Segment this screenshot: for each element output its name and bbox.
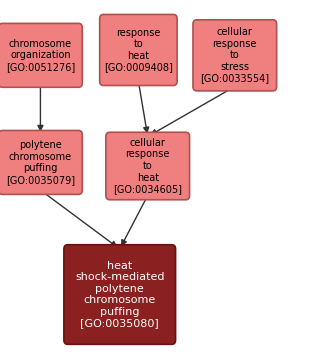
Text: heat
shock-mediated
polytene
chromosome
puffing
[GO:0035080]: heat shock-mediated polytene chromosome … [75,261,165,328]
Text: response
to
heat
[GO:0009408]: response to heat [GO:0009408] [104,27,173,72]
Text: chromosome
organization
[GO:0051276]: chromosome organization [GO:0051276] [6,39,75,72]
FancyBboxPatch shape [106,132,189,200]
FancyBboxPatch shape [64,245,175,344]
FancyBboxPatch shape [0,130,82,194]
FancyBboxPatch shape [0,24,82,87]
FancyBboxPatch shape [193,20,277,91]
Text: cellular
response
to
heat
[GO:0034605]: cellular response to heat [GO:0034605] [113,138,182,194]
Text: cellular
response
to
stress
[GO:0033554]: cellular response to stress [GO:0033554] [200,27,269,84]
Text: polytene
chromosome
puffing
[GO:0035079]: polytene chromosome puffing [GO:0035079] [6,140,75,185]
FancyBboxPatch shape [100,14,177,86]
